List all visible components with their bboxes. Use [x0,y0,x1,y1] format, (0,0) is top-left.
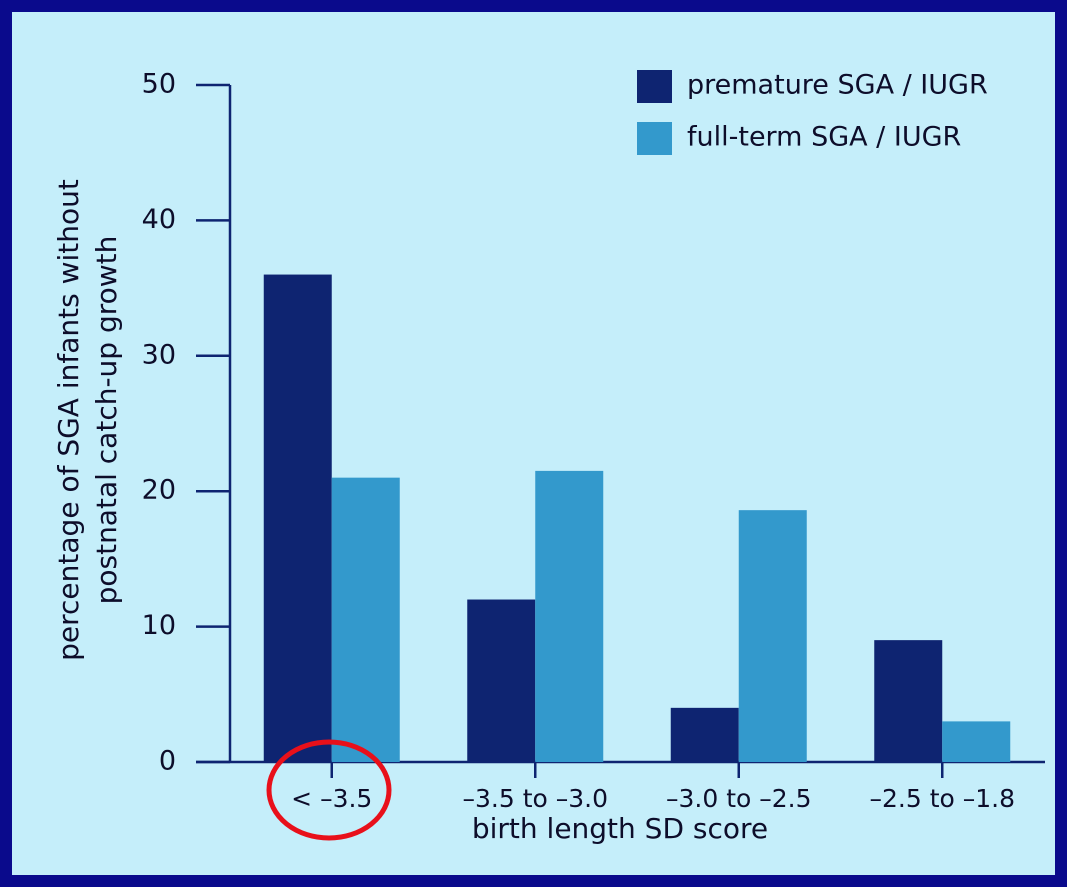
bar [738,510,807,762]
legend-label: full-term SGA / IUGR [687,122,961,153]
y-axis-label: postnatal catch-up growth [90,236,123,605]
y-tick-label: 0 [159,746,176,777]
bar [670,707,739,762]
bar [942,721,1011,762]
bar [331,477,400,762]
y-tick-label: 40 [142,204,176,235]
bar [467,599,536,762]
y-tick-label: 50 [142,69,176,100]
legend-label: premature SGA / IUGR [687,70,988,101]
bar [263,274,332,762]
bar [535,470,604,762]
x-tick-label: –2.5 to –1.8 [869,784,1015,813]
legend-swatch [637,122,672,155]
x-tick-label: < –3.5 [291,784,372,813]
y-tick-label: 30 [142,339,176,370]
x-tick-label: –3.5 to –3.0 [462,784,608,813]
y-tick-label: 10 [142,610,176,641]
legend-swatch [637,70,672,103]
bar [874,640,943,762]
y-axis-label: percentage of SGA infants without [52,179,85,661]
x-axis-label: birth length SD score [472,812,768,845]
highlight-circle [266,739,392,841]
x-tick-label: –3.0 to –2.5 [666,784,812,813]
y-tick-label: 20 [142,475,176,506]
